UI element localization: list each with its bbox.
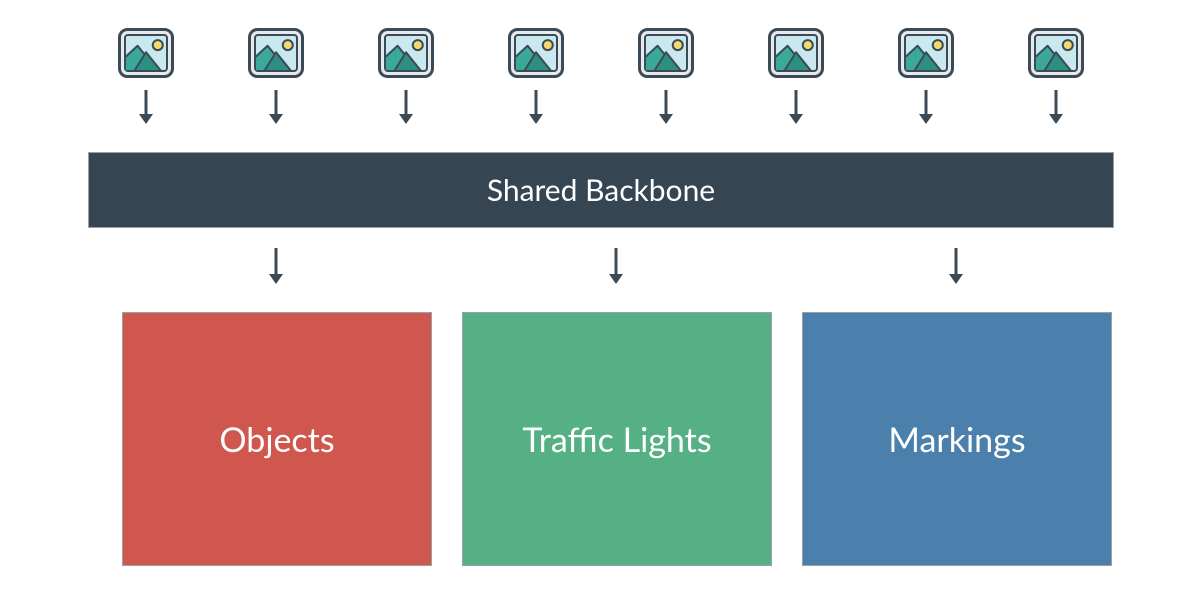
input-arrow-3 <box>527 90 545 126</box>
input-arrow-4 <box>657 90 675 126</box>
input-image-icon-7 <box>1028 28 1084 78</box>
input-arrow-5 <box>787 90 805 126</box>
input-arrow-7 <box>1047 90 1065 126</box>
input-image-icon-4 <box>638 28 694 78</box>
input-arrow-2 <box>397 90 415 126</box>
input-image-icon-3 <box>508 28 564 78</box>
task-box-markings: Markings <box>802 312 1112 566</box>
input-image-icon-2 <box>378 28 434 78</box>
input-arrow-0 <box>137 90 155 126</box>
input-image-icon-5 <box>768 28 824 78</box>
task-box-objects: Objects <box>122 312 432 566</box>
shared-backbone-box: Shared Backbone <box>88 152 1114 228</box>
input-arrow-1 <box>267 90 285 126</box>
input-image-icon-0 <box>118 28 174 78</box>
input-image-icon-1 <box>248 28 304 78</box>
shared-backbone-label: Shared Backbone <box>487 172 715 208</box>
mid-arrow-1 <box>607 248 625 286</box>
task-box-traffic-lights: Traffic Lights <box>462 312 772 566</box>
task-label-markings: Markings <box>888 419 1025 460</box>
diagram-canvas: { "type": "flowchart", "canvas": { "widt… <box>0 0 1200 606</box>
task-label-objects: Objects <box>219 419 334 460</box>
mid-arrow-2 <box>947 248 965 286</box>
input-arrow-6 <box>917 90 935 126</box>
task-label-traffic-lights: Traffic Lights <box>522 419 711 460</box>
input-image-icon-6 <box>898 28 954 78</box>
mid-arrow-0 <box>267 248 285 286</box>
